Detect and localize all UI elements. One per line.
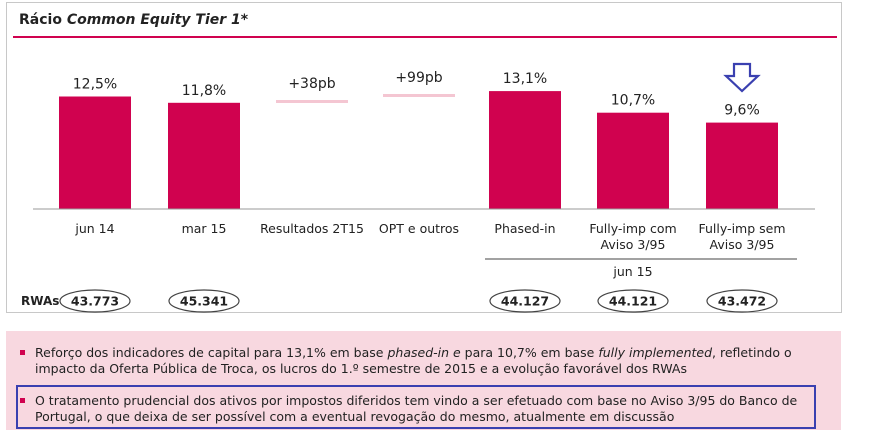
bar-4 bbox=[489, 91, 561, 209]
data-label-0: 12,5% bbox=[73, 77, 117, 93]
category-label-6: Aviso 3/95 bbox=[710, 237, 775, 252]
group-label: jun 15 bbox=[612, 264, 652, 279]
data-label-5: 10,7% bbox=[611, 93, 655, 109]
down-arrow-icon bbox=[723, 62, 761, 93]
bar-1 bbox=[168, 102, 240, 209]
delta-marker-2 bbox=[276, 100, 348, 103]
bar-0 bbox=[59, 96, 131, 209]
data-label-3: +99pb bbox=[395, 70, 442, 86]
cet1-bar-chart: 12,5% jun 14 43.773 11,8% mar 15 45.341 +38pb R… bbox=[21, 62, 815, 313]
title-divider bbox=[13, 36, 837, 38]
note-bullet-2: O tratamento prudencial dos ativos por i… bbox=[20, 393, 815, 425]
note-text-2: O tratamento prudencial dos ativos por i… bbox=[35, 393, 798, 424]
category-label-6: Fully-imp sem bbox=[699, 221, 786, 236]
bullet-marker bbox=[20, 398, 25, 403]
rwa-oval-0 bbox=[59, 289, 131, 313]
rwa-oval-1 bbox=[168, 289, 240, 313]
category-label-5: Aviso 3/95 bbox=[601, 237, 666, 252]
rwa-value-4: 44.127 bbox=[501, 294, 549, 309]
bar-6 bbox=[706, 122, 778, 209]
notes-panel: Reforço dos indicadores de capital para … bbox=[6, 331, 841, 430]
rwa-oval-5 bbox=[597, 289, 669, 313]
rwa-value-5: 44.121 bbox=[609, 294, 657, 309]
chart-panel: Rácio Common Equity Tier 1* 12,5% jun 14 4… bbox=[6, 2, 842, 313]
data-label-6: 9,6% bbox=[724, 103, 760, 119]
rwa-value-6: 43.472 bbox=[718, 294, 766, 309]
category-label-0: jun 14 bbox=[74, 221, 114, 236]
data-label-1: 11,8% bbox=[182, 83, 226, 99]
category-label-1: mar 15 bbox=[182, 221, 227, 236]
category-label-4: Phased-in bbox=[494, 221, 555, 236]
bar-5 bbox=[597, 112, 669, 209]
chart-title: Rácio Common Equity Tier 1* bbox=[19, 12, 249, 28]
rwa-value-0: 43.773 bbox=[71, 294, 119, 309]
data-label-4: 13,1% bbox=[503, 71, 547, 87]
rwa-oval-4 bbox=[489, 289, 561, 313]
note-bullet-1: Reforço dos indicadores de capital para … bbox=[20, 345, 815, 377]
category-label-5: Fully-imp com bbox=[589, 221, 676, 236]
delta-marker-3 bbox=[383, 94, 455, 97]
highlight-frame bbox=[16, 385, 816, 429]
category-label-3: OPT e outros bbox=[379, 221, 459, 236]
rwa-row-label: RWAs bbox=[21, 294, 59, 308]
rwa-value-1: 45.341 bbox=[180, 294, 228, 309]
rwa-oval-6 bbox=[706, 289, 778, 313]
data-label-2: +38pb bbox=[288, 76, 335, 92]
category-label-2: Resultados 2T15 bbox=[260, 221, 364, 236]
note-text-1: Reforço dos indicadores de capital para … bbox=[35, 345, 792, 376]
bullet-marker bbox=[20, 350, 25, 355]
